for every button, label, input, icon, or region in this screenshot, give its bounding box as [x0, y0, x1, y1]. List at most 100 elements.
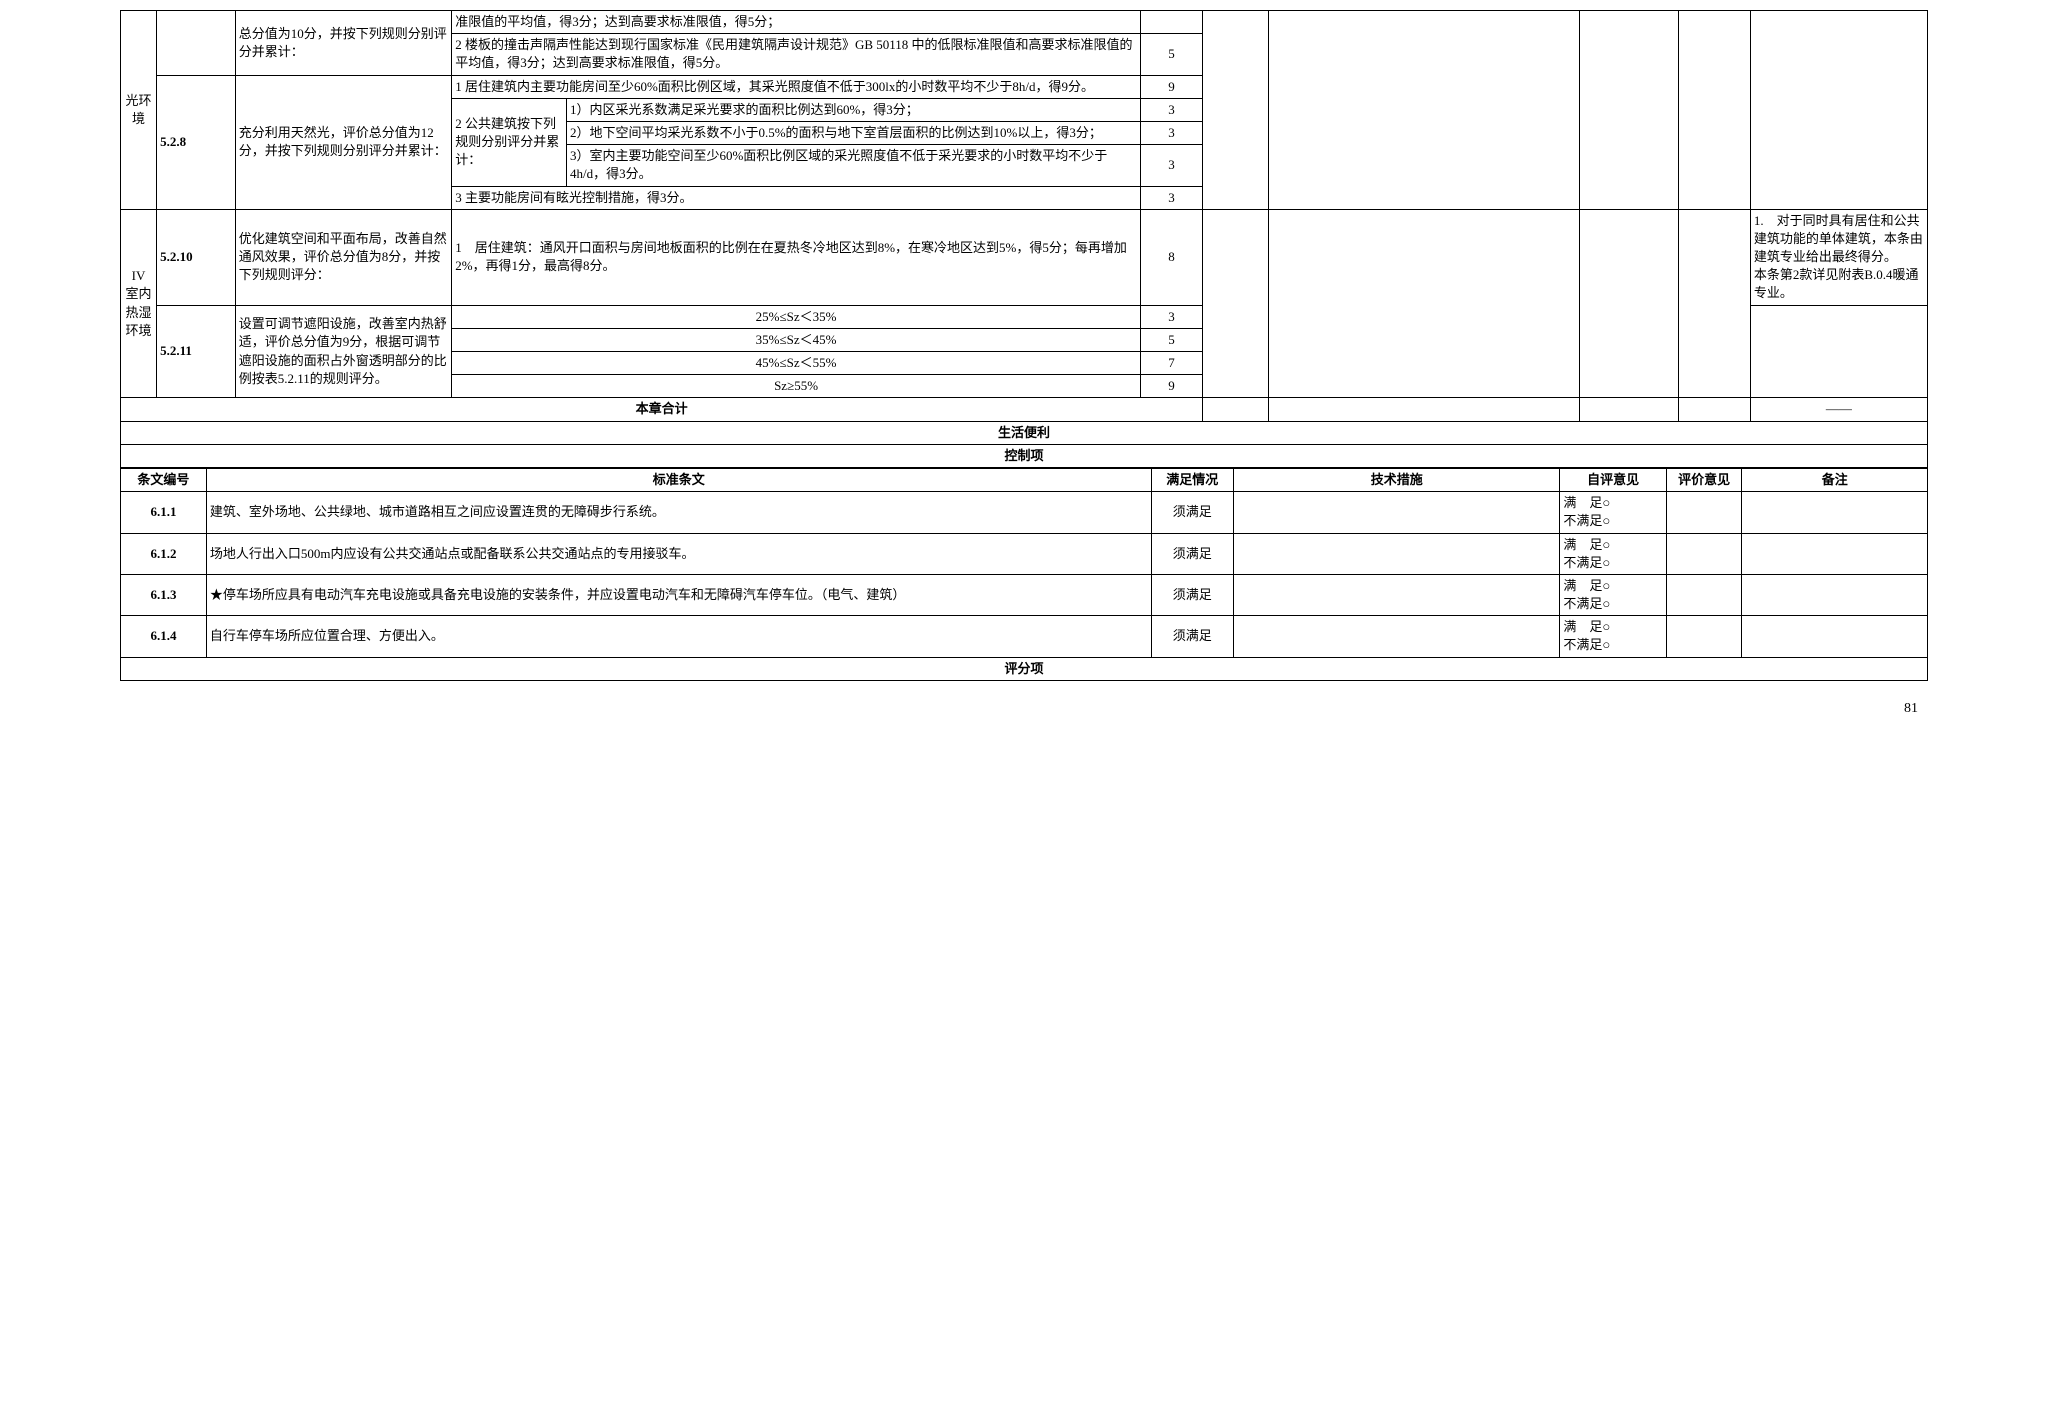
cell: 3 主要功能房间有眩光控制措施，得3分。	[452, 186, 1141, 209]
score: 9	[1140, 375, 1202, 398]
must-satisfy: 须满足	[1151, 616, 1233, 657]
cell	[1750, 305, 1927, 398]
score: 3	[1140, 186, 1202, 209]
cell	[1268, 11, 1580, 210]
radio-icon[interactable]: ○	[1602, 596, 1610, 611]
cell	[1678, 209, 1750, 398]
self-opinion-cell[interactable]: 满 足○不满足○	[1560, 492, 1666, 533]
score: 3	[1140, 121, 1202, 144]
radio-icon[interactable]: ○	[1602, 619, 1610, 634]
cell	[1203, 398, 1269, 421]
cell-note: 1. 对于同时具有居住和公共建筑功能的单体建筑，本条由建筑专业给出最终得分。 本…	[1750, 209, 1927, 305]
radio-icon[interactable]: ○	[1602, 555, 1610, 570]
section-control: 控制项	[121, 444, 1928, 467]
cell	[1742, 616, 1928, 657]
must-satisfy: 须满足	[1151, 492, 1233, 533]
cell	[1666, 533, 1742, 574]
header-self-opinion: 自评意见	[1560, 468, 1666, 491]
control-items-table: 条文编号 标准条文 满足情况 技术措施 自评意见 评价意见 备注 6.1.1 建…	[120, 468, 1928, 681]
header-clause-text: 标准条文	[206, 468, 1151, 491]
table-row: 6.1.2 场地人行出入口500m内应设有公共交通站点或配备联系公共交通站点的专…	[121, 533, 1928, 574]
self-opinion-cell[interactable]: 满 足○不满足○	[1560, 574, 1666, 615]
scoring-table: 光环境 总分值为10分，并按下列规则分别评分并累计： 准限值的平均值，得3分；达…	[120, 10, 1928, 468]
section-scoring: 评分项	[121, 657, 1928, 680]
cell: 25%≤Sz＜35%	[452, 305, 1141, 328]
cell: Sz≥55%	[452, 375, 1141, 398]
radio-icon[interactable]: ○	[1602, 513, 1610, 528]
clause-num: 6.1.4	[121, 616, 207, 657]
score: 7	[1140, 352, 1202, 375]
self-opinion-cell[interactable]: 满 足○不满足○	[1560, 616, 1666, 657]
cell	[1580, 209, 1678, 398]
cell: 优化建筑空间和平面布局，改善自然通风效果，评价总分值为8分，并按下列规则评分：	[235, 209, 451, 305]
cell: 3）室内主要功能空间至少60%面积比例区域的采光照度值不低于采光要求的小时数平均…	[566, 145, 1140, 186]
radio-icon[interactable]: ○	[1602, 637, 1610, 652]
header-remark: 备注	[1742, 468, 1928, 491]
cell: ——	[1750, 398, 1927, 421]
clause-num: 6.1.2	[121, 533, 207, 574]
category-light-env: 光环境	[121, 11, 157, 210]
clause-num: 5.2.8	[157, 75, 236, 209]
cell	[1666, 616, 1742, 657]
cell: 准限值的平均值，得3分；达到高要求标准限值，得5分；	[452, 11, 1141, 34]
cell	[1580, 11, 1678, 210]
score: 3	[1140, 98, 1202, 121]
clause-num: 5.2.11	[157, 305, 236, 398]
cell	[1750, 11, 1927, 210]
cell	[1678, 398, 1750, 421]
cell	[1234, 492, 1560, 533]
cell	[1140, 11, 1202, 34]
cell: 45%≤Sz＜55%	[452, 352, 1141, 375]
cell	[1268, 398, 1580, 421]
score: 5	[1140, 328, 1202, 351]
cell	[1580, 398, 1678, 421]
section-life-convenience: 生活便利	[121, 421, 1928, 444]
header-tech: 技术措施	[1234, 468, 1560, 491]
cell	[1742, 574, 1928, 615]
cell	[1234, 574, 1560, 615]
cell: 2 公共建筑按下列规则分别评分并累计：	[452, 98, 567, 186]
radio-icon[interactable]: ○	[1602, 578, 1610, 593]
score: 3	[1140, 305, 1202, 328]
cell	[1234, 616, 1560, 657]
header-clause-num: 条文编号	[121, 468, 207, 491]
cell	[1666, 574, 1742, 615]
clause-text: 场地人行出入口500m内应设有公共交通站点或配备联系公共交通站点的专用接驳车。	[206, 533, 1151, 574]
clause-num: 6.1.1	[121, 492, 207, 533]
table-row: 6.1.1 建筑、室外场地、公共绿地、城市道路相互之间应设置连贯的无障碍步行系统…	[121, 492, 1928, 533]
radio-icon[interactable]: ○	[1602, 495, 1610, 510]
table-row: 6.1.4 自行车停车场所应位置合理、方便出入。 须满足 满 足○不满足○	[121, 616, 1928, 657]
cell	[1666, 492, 1742, 533]
chapter-total-label: 本章合计	[121, 398, 1203, 421]
table-row: 6.1.3 ★停车场所应具有电动汽车充电设施或具备充电设施的安装条件，并应设置电…	[121, 574, 1928, 615]
cell	[1268, 209, 1580, 398]
score: 8	[1140, 209, 1202, 305]
clause-num: 6.1.3	[121, 574, 207, 615]
radio-icon[interactable]: ○	[1602, 537, 1610, 552]
score: 9	[1140, 75, 1202, 98]
clause-text: 自行车停车场所应位置合理、方便出入。	[206, 616, 1151, 657]
cell: 2 楼板的撞击声隔声性能达到现行国家标准《民用建筑隔声设计规范》GB 50118…	[452, 34, 1141, 75]
cell	[157, 11, 236, 76]
header-satisfy: 满足情况	[1151, 468, 1233, 491]
cell: 35%≤Sz＜45%	[452, 328, 1141, 351]
must-satisfy: 须满足	[1151, 533, 1233, 574]
header-eval-opinion: 评价意见	[1666, 468, 1742, 491]
must-satisfy: 须满足	[1151, 574, 1233, 615]
cell: 2）地下空间平均采光系数不小于0.5%的面积与地下室首层面积的比例达到10%以上…	[566, 121, 1140, 144]
page-number: 81	[120, 681, 1928, 717]
cell: 设置可调节遮阳设施，改善室内热舒适，评价总分值为9分，根据可调节遮阳设施的面积占…	[235, 305, 451, 398]
cell	[1234, 533, 1560, 574]
score: 3	[1140, 145, 1202, 186]
cell: 充分利用天然光，评价总分值为12分，并按下列规则分别评分并累计：	[235, 75, 451, 209]
cell	[1742, 492, 1928, 533]
self-opinion-cell[interactable]: 满 足○不满足○	[1560, 533, 1666, 574]
cell: 总分值为10分，并按下列规则分别评分并累计：	[235, 11, 451, 76]
clause-text: 建筑、室外场地、公共绿地、城市道路相互之间应设置连贯的无障碍步行系统。	[206, 492, 1151, 533]
cell	[1742, 533, 1928, 574]
clause-num: 5.2.10	[157, 209, 236, 305]
cell	[1678, 11, 1750, 210]
cell	[1203, 11, 1269, 210]
cell: 1 居住建筑内主要功能房间至少60%面积比例区域，其采光照度值不低于300lx的…	[452, 75, 1141, 98]
cell: 1 居住建筑：通风开口面积与房间地板面积的比例在在夏热冬冷地区达到8%，在寒冷地…	[452, 209, 1141, 305]
